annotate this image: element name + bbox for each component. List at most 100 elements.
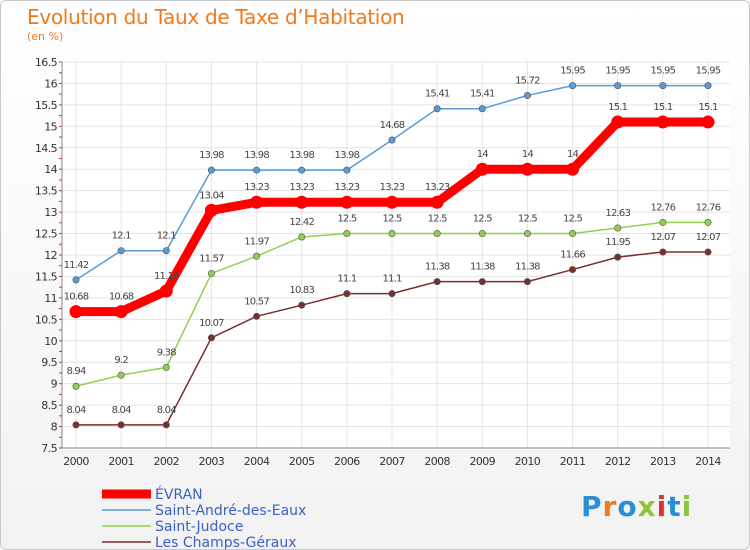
data-point [704,248,712,256]
data-point [343,290,351,298]
data-label: 13.23 [289,182,314,193]
data-point [614,82,622,90]
data-label: 10.57 [244,296,269,307]
data-label: 13.98 [244,150,269,161]
data-label: 15.72 [515,75,540,86]
data-point [207,334,215,342]
y-tick-label: 8.5 [41,399,57,412]
y-tick-label: 14 [44,163,57,176]
data-point [117,247,125,255]
x-tick-label: 2011 [560,455,586,468]
data-point [656,115,670,129]
data-point [204,203,218,217]
data-point [385,195,399,209]
data-point [611,115,625,129]
data-point [253,252,261,260]
chart-subtitle: (en %) [27,30,64,43]
data-point [159,284,173,298]
data-label: 15.1 [698,102,718,113]
data-point [295,195,309,209]
data-point [340,195,354,209]
y-tick-label: 9 [51,378,58,391]
data-label: 11.95 [605,237,630,248]
data-label: 10.68 [64,292,89,303]
data-point [343,166,351,174]
data-point [520,162,534,176]
data-point [614,224,622,232]
brand-letter: t [667,490,682,523]
data-label: 13.98 [335,150,360,161]
data-point [478,230,486,238]
x-tick-label: 2004 [244,455,270,468]
data-label: 12.1 [112,231,132,242]
data-label: 10.83 [289,285,314,296]
y-tick-label: 11 [44,292,57,305]
y-tick-label: 12 [44,249,57,262]
data-label: 11.57 [199,253,224,264]
data-label: 15.41 [470,89,495,100]
data-point [207,269,215,277]
chart-title: Evolution du Taux de Taxe d’Habitation [27,5,405,29]
x-tick-label: 2014 [695,455,721,468]
data-point [162,421,170,429]
data-label: 11.42 [64,260,89,271]
y-tick-label: 16.5 [35,56,58,69]
x-tick-label: 2006 [334,455,360,468]
data-point [207,166,215,174]
y-tick-label: 12.5 [35,228,58,241]
data-label: 15.95 [651,66,676,77]
x-tick-label: 2002 [153,455,179,468]
data-point [430,195,444,209]
data-label: 11.16 [154,271,179,282]
y-tick-label: 10.5 [35,313,58,326]
data-point [614,253,622,261]
y-tick-label: 16 [44,77,57,90]
brand-letter: o [617,490,638,523]
data-label: 15.1 [608,102,628,113]
data-point [298,233,306,241]
y-tick-label: 7.5 [41,442,57,455]
data-label: 8.94 [66,366,86,377]
y-tick-label: 15.5 [35,99,58,112]
data-label: 11.38 [470,262,495,273]
data-point [253,166,261,174]
y-tick-label: 9.5 [41,356,57,369]
data-label: 12.5 [518,214,538,225]
data-label: 12.5 [473,214,493,225]
data-point [569,230,577,238]
data-point [72,382,80,390]
legend-label: Saint-André-des-Eaux [155,503,306,519]
data-label: 12.5 [382,214,402,225]
data-label: 13.23 [425,182,450,193]
data-label: 12.1 [157,231,177,242]
x-tick-label: 2003 [199,455,225,468]
x-tick-label: 2013 [650,455,676,468]
data-label: 12.5 [563,214,583,225]
data-label: 15.95 [696,66,721,77]
data-point [433,230,441,238]
brand-letter: i [656,490,668,523]
x-tick-label: 2009 [469,455,495,468]
data-label: 11.97 [244,236,269,247]
data-label: 15.41 [425,89,450,100]
y-tick-label: 15 [44,120,57,133]
data-label: 13.23 [380,182,405,193]
data-point [659,82,667,90]
brand-logo: Proxiti [581,490,692,523]
data-point [523,278,531,286]
data-label: 12.76 [651,202,676,213]
data-point [388,290,396,298]
data-label: 9.38 [157,347,177,358]
data-label: 14 [477,149,489,160]
data-point [72,276,80,284]
data-point [659,218,667,226]
y-tick-label: 14.5 [35,142,58,155]
data-point [253,312,261,320]
data-label: 11.1 [382,274,402,285]
data-label: 13.23 [335,182,360,193]
x-tick-label: 2005 [289,455,315,468]
data-point [298,301,306,309]
data-label: 12.5 [337,214,357,225]
data-label: 15.95 [605,66,630,77]
